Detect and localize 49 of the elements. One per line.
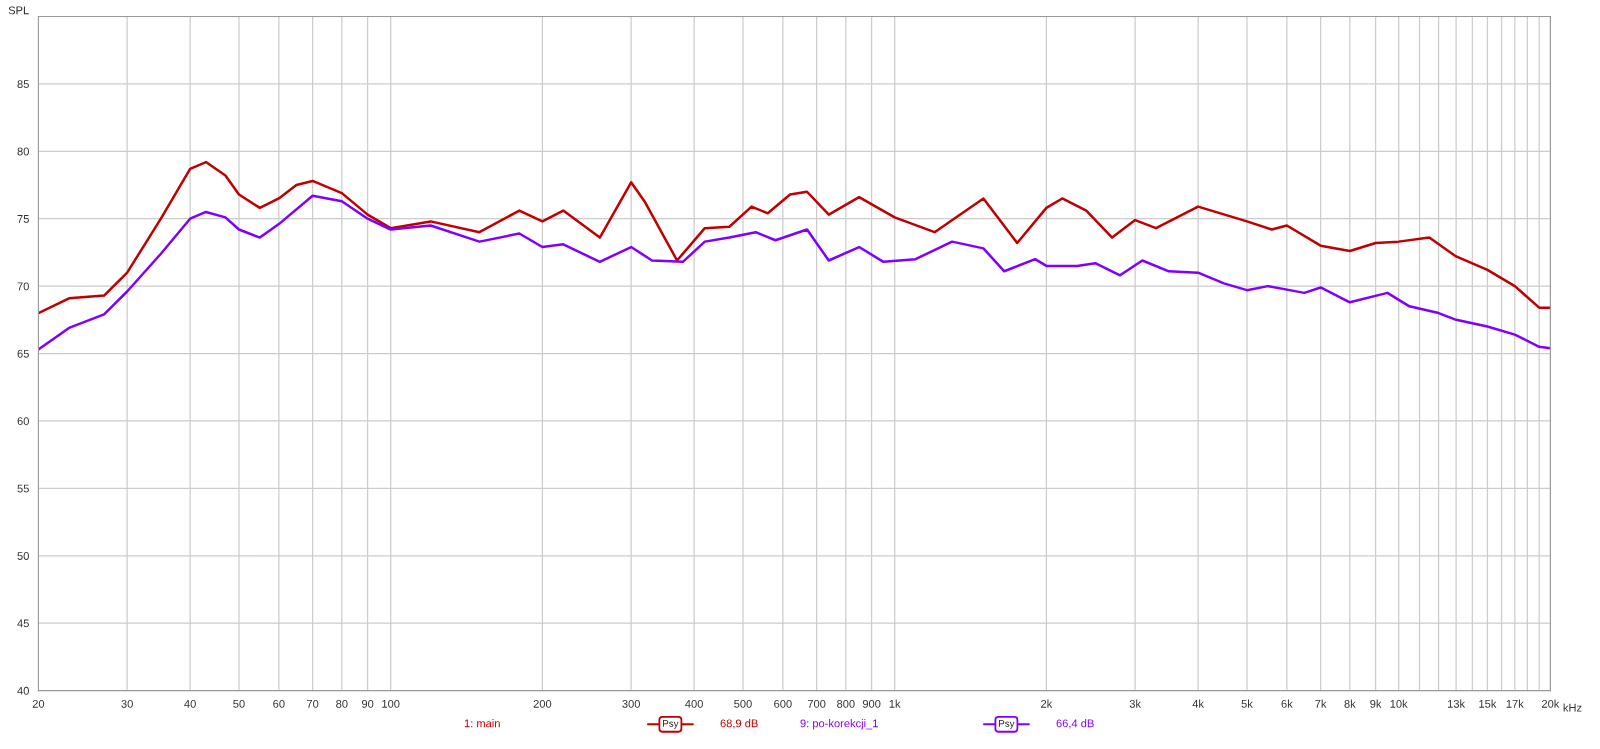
x-tick-label: 10k: [1390, 699, 1408, 708]
x-tick-label: 5k: [1241, 699, 1253, 708]
y-tick-label: 40: [17, 686, 29, 695]
x-tick-label: 900: [862, 699, 881, 708]
x-tick-label: 13k: [1448, 699, 1466, 708]
x-tick-label: 17k: [1506, 699, 1524, 708]
y-tick-label: 85: [17, 80, 29, 89]
x-tick-label: 30: [121, 699, 133, 708]
x-tick-label: 100: [382, 699, 400, 708]
x-tick-label: 400: [685, 699, 703, 708]
y-tick-label: 70: [17, 282, 29, 291]
x-tick-label: 60: [273, 699, 285, 708]
x-tick-label: 2k: [1041, 699, 1053, 708]
text: 1: main: [464, 719, 500, 728]
x-tick-label: 20: [32, 699, 45, 708]
text: Psy: [663, 720, 679, 729]
x-tick-label: 50: [233, 699, 245, 708]
x-tick-label: 800: [837, 699, 855, 708]
y-tick-label: 60: [17, 417, 29, 426]
x-tick-label: 90: [361, 699, 374, 708]
y-tick-label: 75: [17, 215, 29, 223]
x-tick-label: 8k: [1344, 699, 1356, 708]
text: Psy: [999, 720, 1015, 729]
x-tick-label: 300: [622, 699, 640, 708]
x-tick-label: 4k: [1192, 699, 1204, 708]
x-tick-label: 20k: [1542, 699, 1560, 708]
x-tick-label: 3k: [1129, 699, 1142, 708]
y-tick-label: 45: [17, 619, 29, 628]
text: 9: po-korekcji_1: [800, 719, 878, 730]
x-tick-label: 1k: [889, 699, 901, 708]
y-axis-title: SPL: [8, 6, 29, 15]
x-tick-label: 70: [307, 699, 319, 708]
text: 68,9 dB: [720, 719, 758, 729]
x-tick-label: 200: [533, 699, 552, 708]
x-tick-label: 40: [184, 699, 196, 708]
x-tick-label: 7k: [1315, 699, 1327, 708]
x-axis-title: kHz: [1563, 703, 1582, 712]
y-tick-label: 65: [17, 349, 29, 358]
x-tick-label: 80: [336, 699, 348, 708]
x-tick-label: 600: [774, 699, 792, 708]
y-tick-label: 80: [17, 147, 29, 156]
x-tick-label: 9k: [1370, 699, 1382, 708]
x-tick-label: 700: [807, 699, 826, 708]
x-tick-label: 500: [734, 699, 752, 708]
y-tick-label: 50: [17, 552, 29, 560]
x-tick-label: 6k: [1281, 699, 1293, 708]
y-tick-label: 55: [17, 484, 29, 493]
text: 66,4 dB: [1056, 719, 1094, 729]
x-tick-label: 15k: [1479, 699, 1497, 708]
